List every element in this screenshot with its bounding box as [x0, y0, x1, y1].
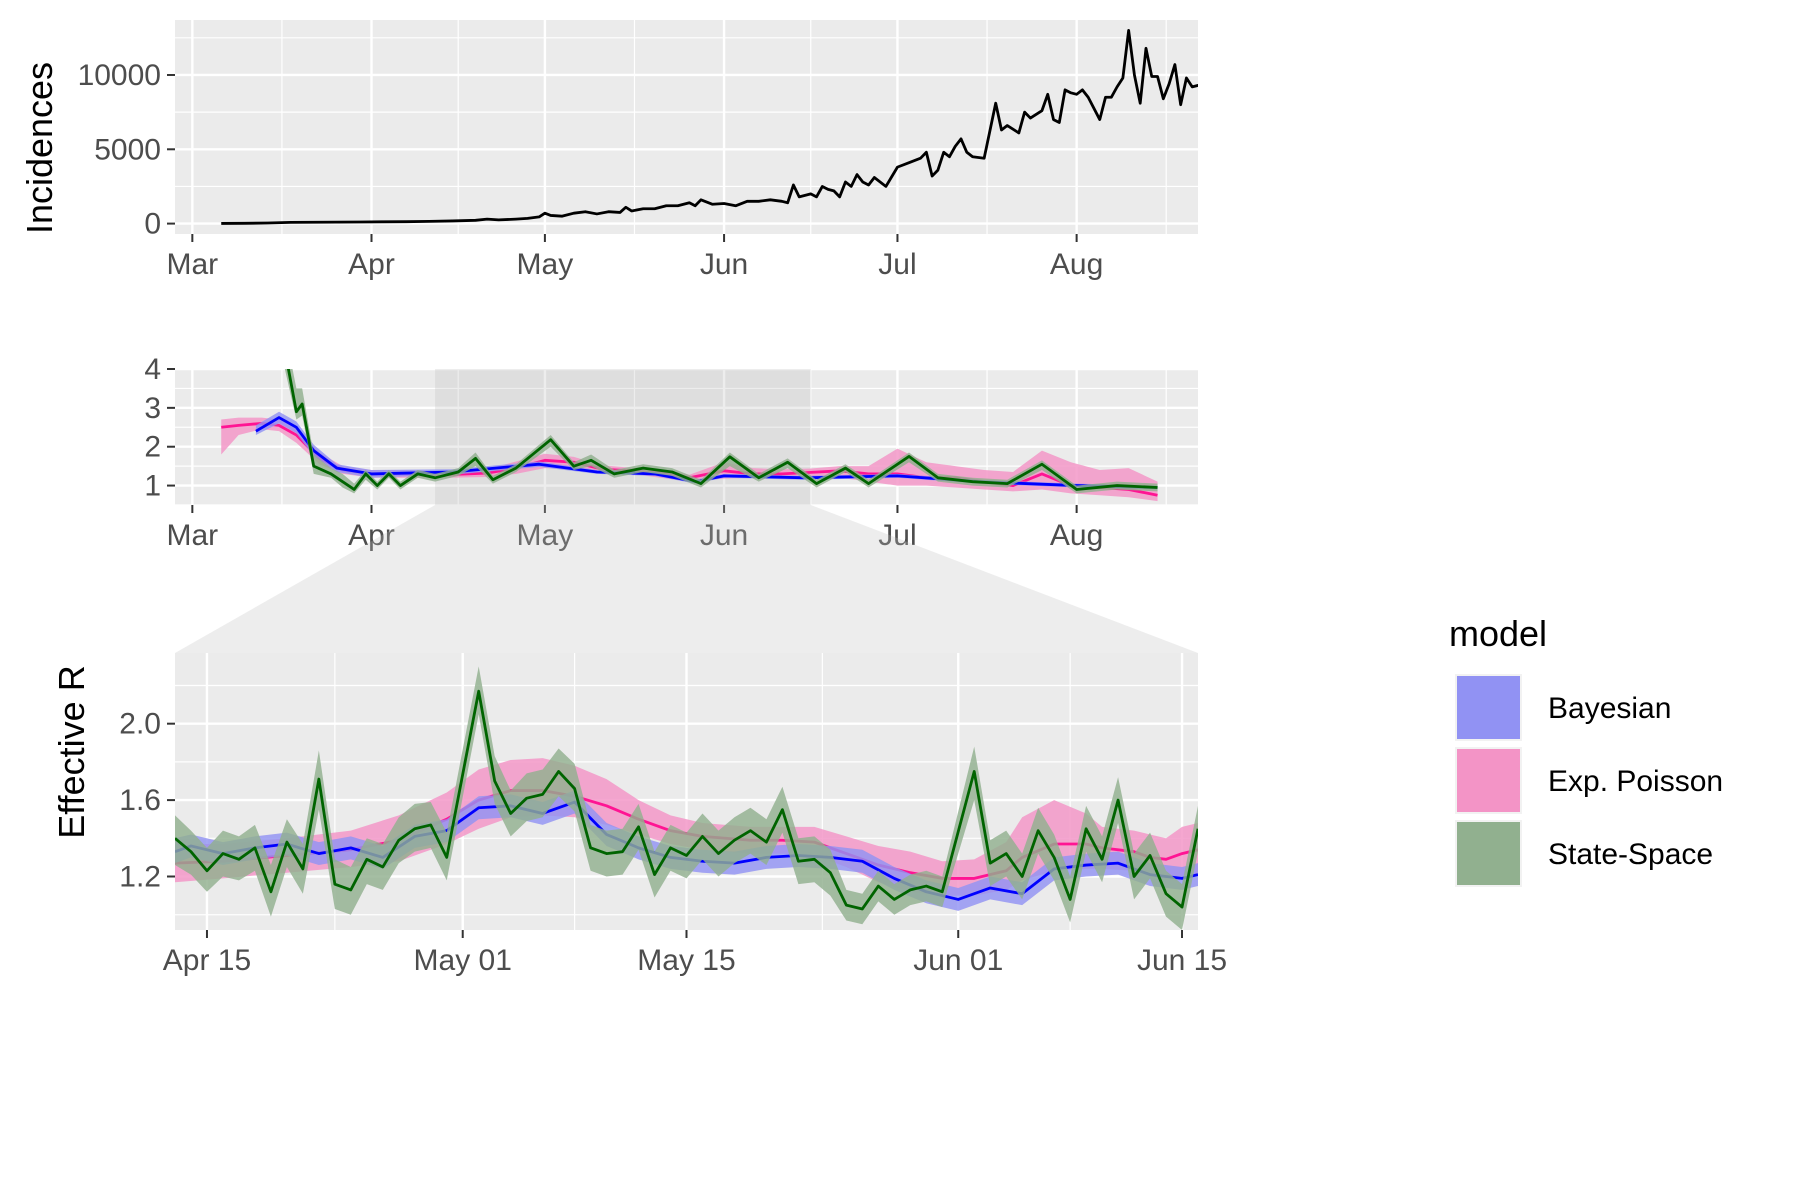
line-incidences [221, 29, 1198, 225]
legend-label-bayesian: Bayesian [1548, 692, 1671, 725]
zoom-connector-shape [175, 505, 1198, 653]
x-tick-label: May [517, 248, 574, 281]
legend-item-exp-poisson: Exp. Poisson [1455, 747, 1723, 814]
line-state-space [175, 689, 1198, 911]
x-tick-label: Mar [167, 248, 219, 281]
line-state-space [287, 369, 1158, 491]
incidences-axis-title: Incidences [19, 62, 60, 234]
y-tick-label: 3 [144, 392, 161, 425]
x-tick-label: Jun 15 [1137, 944, 1227, 977]
x-tick-label: Apr [348, 248, 395, 281]
plot-area [175, 666, 1198, 930]
x-tick-label: Apr [348, 519, 395, 552]
ribbon-state-space [175, 666, 1198, 930]
ribbon-exp-poisson [221, 417, 1158, 502]
legend-swatch-bayesian [1457, 676, 1520, 739]
y-tick-label: 5000 [94, 133, 161, 166]
legend-item-bayesian: Bayesian [1455, 674, 1671, 741]
x-tick-label: May [517, 519, 574, 552]
x-tick-label: May 15 [637, 944, 735, 977]
x-tick-label: Aug [1050, 519, 1103, 552]
incidences-panel: 0 5000 10000 Mar Apr May Jun Jul Aug [78, 20, 1198, 281]
y-tick-label: 2.0 [119, 708, 161, 741]
x-tick-label: Jul [878, 248, 916, 281]
panel-background [175, 20, 1198, 234]
y-tick-label: 1 [144, 470, 161, 503]
legend-swatch-exp-poisson [1457, 749, 1520, 812]
x-tick-label: Jun 01 [913, 944, 1003, 977]
x-tick-label: Apr 15 [163, 944, 251, 977]
effective-r-overview-panel: 1 2 3 4 Mar Apr May Jun Jul Aug [144, 353, 1198, 552]
y-tick-label: 1.2 [119, 861, 161, 894]
zoom-window [435, 369, 811, 505]
legend-title: model [1449, 613, 1547, 654]
y-tick-label: 0 [144, 208, 161, 241]
x-tick-label: Jun [700, 519, 748, 552]
y-tick-label: 1.6 [119, 784, 161, 817]
plot-area [221, 369, 1158, 502]
x-tick-label: Mar [167, 519, 219, 552]
legend-label-state-space: State-Space [1548, 838, 1713, 871]
effective-r-zoom-panel: 1.2 1.6 2.0 Apr 15 May 01 May 15 Jun 01 Jun 15 [119, 653, 1227, 977]
legend-item-state-space: State-Space [1455, 820, 1713, 887]
x-tick-label: Jul [878, 519, 916, 552]
legend: model Bayesian Exp. Poisson State-Space [1449, 613, 1723, 887]
y-tick-label: 4 [144, 353, 161, 386]
x-tick-label: May 01 [414, 944, 512, 977]
x-tick-label: Aug [1050, 248, 1103, 281]
y-tick-label: 2 [144, 431, 161, 464]
effective-r-axis-title: Effective R [51, 665, 92, 838]
legend-swatch-state-space [1457, 822, 1520, 885]
zoom-connector [175, 505, 1198, 653]
y-tick-label: 10000 [78, 59, 161, 92]
legend-label-exp-poisson: Exp. Poisson [1548, 765, 1723, 798]
plot-area [221, 29, 1198, 225]
ribbon-exp-poisson [175, 758, 1198, 896]
x-tick-label: Jun [700, 248, 748, 281]
